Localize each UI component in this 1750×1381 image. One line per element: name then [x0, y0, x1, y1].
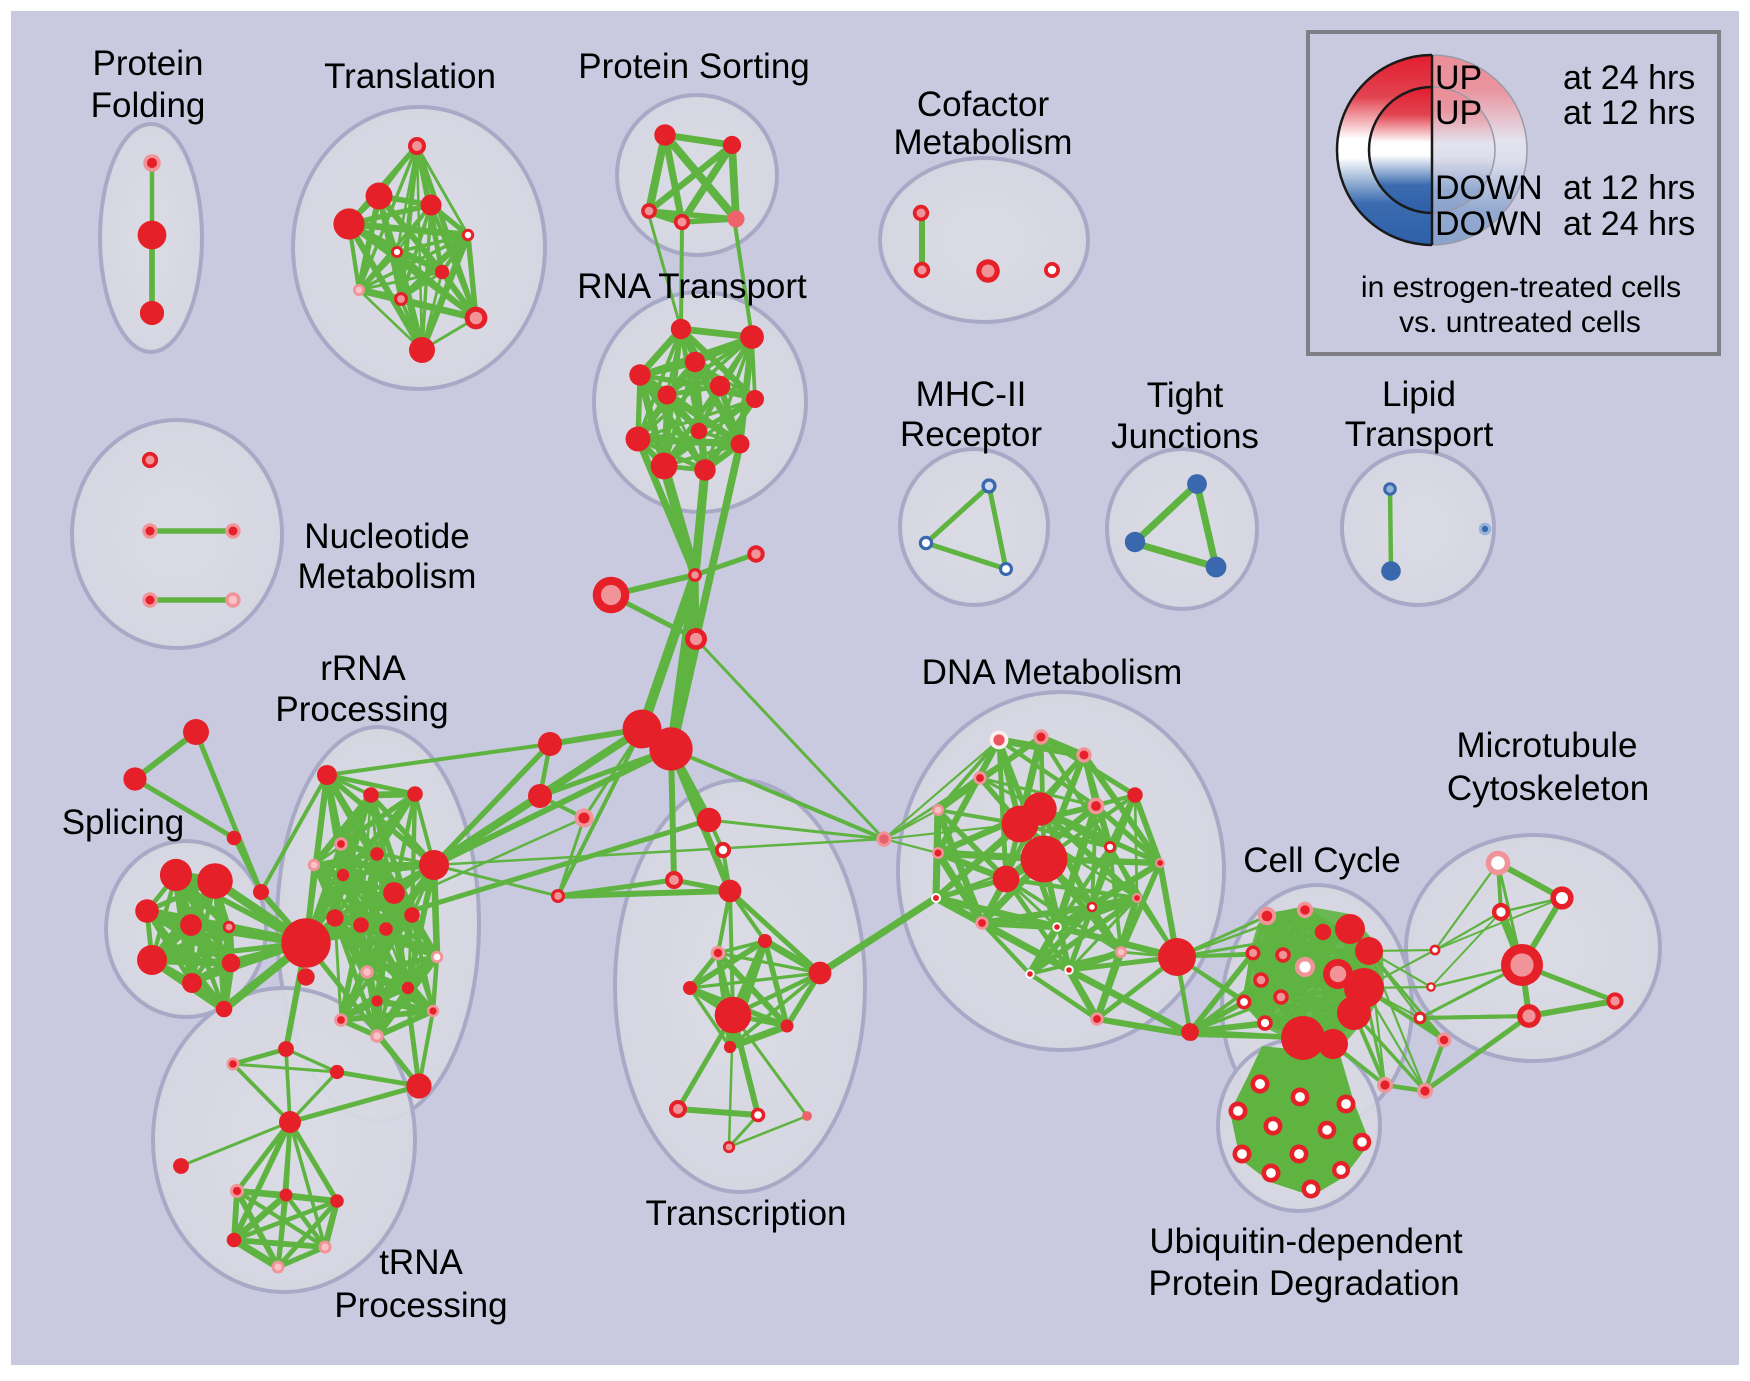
svg-text:Cytoskeleton: Cytoskeleton: [1447, 769, 1649, 808]
svg-text:Receptor: Receptor: [900, 415, 1042, 454]
svg-text:DOWN: DOWN: [1435, 205, 1543, 243]
svg-text:Nucleotide: Nucleotide: [304, 517, 469, 556]
svg-text:Translation: Translation: [324, 57, 496, 96]
svg-text:Tight: Tight: [1147, 376, 1224, 415]
svg-text:at 12 hrs: at 12 hrs: [1563, 94, 1695, 132]
svg-text:Protein Degradation: Protein Degradation: [1148, 1264, 1459, 1303]
svg-text:at 12 hrs: at 12 hrs: [1563, 169, 1695, 207]
svg-text:vs. untreated cells: vs. untreated cells: [1399, 306, 1641, 339]
svg-text:Metabolism: Metabolism: [894, 123, 1073, 162]
svg-text:Processing: Processing: [275, 690, 448, 729]
svg-text:UP: UP: [1435, 59, 1482, 97]
svg-text:Folding: Folding: [91, 86, 206, 125]
svg-text:in estrogen-treated cells: in estrogen-treated cells: [1361, 271, 1681, 304]
svg-text:Transcription: Transcription: [646, 1194, 847, 1233]
svg-text:tRNA: tRNA: [379, 1243, 463, 1282]
svg-text:DOWN: DOWN: [1435, 169, 1543, 207]
svg-text:Protein: Protein: [93, 44, 204, 83]
svg-text:DNA Metabolism: DNA Metabolism: [922, 653, 1183, 692]
svg-text:Junctions: Junctions: [1111, 417, 1259, 456]
svg-text:RNA Transport: RNA Transport: [577, 267, 807, 306]
svg-text:Cell Cycle: Cell Cycle: [1243, 841, 1401, 880]
svg-text:Processing: Processing: [334, 1286, 507, 1325]
svg-text:Transport: Transport: [1345, 415, 1494, 454]
svg-text:Ubiquitin-dependent: Ubiquitin-dependent: [1149, 1222, 1463, 1261]
svg-text:MHC-II: MHC-II: [916, 375, 1027, 414]
svg-text:Cofactor: Cofactor: [917, 85, 1050, 124]
svg-text:rRNA: rRNA: [320, 649, 406, 688]
svg-text:Microtubule: Microtubule: [1457, 726, 1638, 765]
svg-text:Splicing: Splicing: [62, 803, 185, 842]
svg-text:Lipid: Lipid: [1382, 375, 1456, 414]
svg-text:Metabolism: Metabolism: [298, 557, 477, 596]
svg-text:Protein Sorting: Protein Sorting: [578, 47, 810, 86]
svg-text:at 24 hrs: at 24 hrs: [1563, 59, 1695, 97]
svg-text:at 24 hrs: at 24 hrs: [1563, 205, 1695, 243]
svg-text:UP: UP: [1435, 94, 1482, 132]
